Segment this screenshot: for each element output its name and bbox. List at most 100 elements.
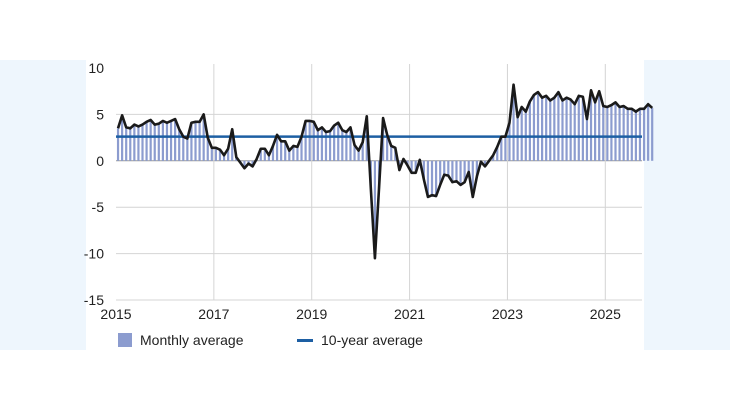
bar bbox=[157, 123, 160, 161]
bar bbox=[328, 131, 332, 161]
bar bbox=[333, 125, 336, 161]
bar bbox=[337, 122, 340, 161]
y-axis-ticks: 10 5 0 -5 -10 -15 bbox=[84, 60, 104, 308]
bar bbox=[512, 84, 515, 161]
bar bbox=[218, 149, 222, 161]
bar bbox=[386, 134, 389, 161]
bar bbox=[251, 160, 254, 167]
bar bbox=[284, 141, 287, 161]
bar bbox=[145, 121, 148, 161]
bar bbox=[569, 99, 572, 161]
bar bbox=[508, 122, 511, 161]
bar bbox=[651, 107, 654, 161]
bar bbox=[161, 120, 164, 161]
bar bbox=[271, 145, 275, 161]
left-background-panel bbox=[0, 60, 86, 350]
bar bbox=[434, 160, 438, 197]
bar bbox=[174, 119, 177, 161]
bar bbox=[267, 155, 271, 161]
y-tick-label: -15 bbox=[84, 292, 104, 308]
bar bbox=[557, 92, 560, 161]
bar bbox=[194, 121, 197, 161]
x-tick-label: 2017 bbox=[198, 306, 229, 322]
bar bbox=[626, 108, 629, 161]
bar bbox=[247, 160, 250, 164]
bar bbox=[280, 141, 283, 161]
x-tick-label: 2023 bbox=[492, 306, 523, 322]
bar bbox=[243, 160, 246, 169]
bar bbox=[426, 160, 430, 197]
bar bbox=[589, 90, 593, 161]
bar bbox=[198, 121, 201, 161]
bar bbox=[504, 136, 507, 161]
bar bbox=[598, 91, 601, 161]
bar bbox=[647, 104, 650, 161]
bar bbox=[116, 128, 120, 161]
bar bbox=[594, 102, 597, 161]
legend-label-ten-year-average: 10-year average bbox=[321, 332, 423, 348]
bar bbox=[259, 148, 262, 161]
bar bbox=[610, 105, 613, 161]
bar bbox=[206, 137, 209, 161]
bar bbox=[341, 130, 344, 161]
bar bbox=[137, 126, 140, 161]
bar bbox=[602, 106, 605, 161]
bar bbox=[573, 104, 576, 161]
bar bbox=[585, 119, 589, 161]
bar bbox=[149, 119, 152, 161]
bar bbox=[471, 160, 474, 197]
bar bbox=[606, 106, 609, 161]
bar bbox=[373, 160, 377, 259]
legend-item-ten-year-average: 10-year average bbox=[297, 332, 423, 348]
bar bbox=[231, 129, 234, 161]
x-tick-label: 2021 bbox=[394, 306, 425, 322]
bar bbox=[414, 160, 417, 173]
bar bbox=[541, 97, 544, 161]
bar bbox=[361, 142, 364, 161]
y-tick-label: -10 bbox=[84, 246, 104, 262]
bar bbox=[308, 120, 311, 161]
bar bbox=[324, 132, 328, 161]
bar bbox=[422, 160, 425, 180]
bar bbox=[320, 127, 324, 161]
bar bbox=[141, 124, 144, 161]
bar bbox=[447, 160, 450, 176]
bar bbox=[129, 128, 132, 161]
bar bbox=[630, 108, 633, 161]
bar bbox=[263, 148, 266, 161]
bar bbox=[300, 136, 303, 161]
bar bbox=[549, 100, 552, 161]
bar bbox=[222, 155, 226, 161]
bar bbox=[622, 106, 625, 161]
bar bbox=[186, 138, 189, 161]
bar bbox=[443, 160, 446, 175]
bar bbox=[227, 148, 230, 161]
bar bbox=[577, 95, 580, 161]
bar bbox=[316, 130, 319, 161]
bar bbox=[390, 145, 393, 161]
legend-item-monthly-average: Monthly average bbox=[118, 332, 244, 348]
bar bbox=[296, 146, 299, 161]
bar bbox=[638, 108, 642, 161]
ten-year-average-swatch bbox=[297, 338, 313, 342]
bar bbox=[483, 160, 487, 167]
bar bbox=[275, 134, 279, 161]
bar bbox=[614, 102, 617, 161]
bar bbox=[165, 122, 169, 161]
bar bbox=[214, 147, 217, 161]
bar bbox=[178, 129, 181, 161]
bar bbox=[312, 121, 315, 161]
bar bbox=[528, 101, 531, 161]
bar bbox=[353, 145, 356, 161]
legend-label-monthly-average: Monthly average bbox=[140, 332, 244, 348]
bar bbox=[618, 106, 621, 161]
bar bbox=[288, 150, 291, 161]
bar bbox=[500, 136, 503, 161]
bar bbox=[304, 120, 307, 161]
bar bbox=[492, 155, 495, 161]
monthly-bars bbox=[116, 84, 654, 259]
bar bbox=[169, 120, 173, 161]
bar bbox=[496, 146, 499, 161]
bar bbox=[451, 160, 454, 183]
bar bbox=[153, 124, 156, 161]
